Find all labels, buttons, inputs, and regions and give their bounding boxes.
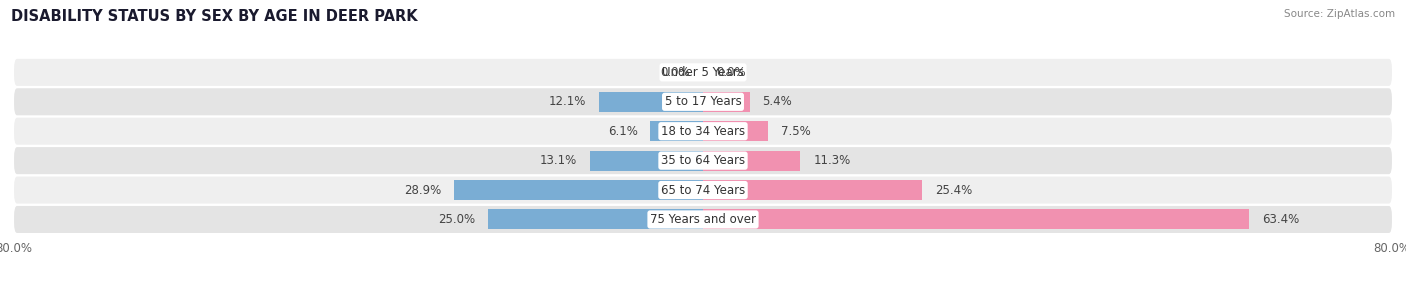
- Bar: [591, 150, 703, 171]
- Text: Under 5 Years: Under 5 Years: [662, 66, 744, 79]
- FancyBboxPatch shape: [14, 206, 1392, 233]
- Text: 13.1%: 13.1%: [540, 154, 578, 167]
- Bar: [454, 180, 703, 200]
- Bar: [703, 150, 800, 171]
- Bar: [703, 209, 1249, 230]
- Text: 11.3%: 11.3%: [813, 154, 851, 167]
- Text: 0.0%: 0.0%: [661, 66, 690, 79]
- Text: 12.1%: 12.1%: [548, 95, 586, 108]
- Text: 75 Years and over: 75 Years and over: [650, 213, 756, 226]
- Text: 7.5%: 7.5%: [780, 125, 810, 138]
- FancyBboxPatch shape: [14, 88, 1392, 115]
- FancyBboxPatch shape: [14, 59, 1392, 86]
- Bar: [703, 92, 749, 112]
- Bar: [651, 121, 703, 141]
- Bar: [599, 92, 703, 112]
- Text: 25.4%: 25.4%: [935, 184, 972, 197]
- Text: DISABILITY STATUS BY SEX BY AGE IN DEER PARK: DISABILITY STATUS BY SEX BY AGE IN DEER …: [11, 9, 418, 24]
- Text: 5 to 17 Years: 5 to 17 Years: [665, 95, 741, 108]
- Text: 28.9%: 28.9%: [404, 184, 441, 197]
- Text: 25.0%: 25.0%: [437, 213, 475, 226]
- FancyBboxPatch shape: [14, 147, 1392, 174]
- Bar: [703, 121, 768, 141]
- Text: 63.4%: 63.4%: [1263, 213, 1299, 226]
- Bar: [703, 180, 922, 200]
- Text: 65 to 74 Years: 65 to 74 Years: [661, 184, 745, 197]
- Text: 18 to 34 Years: 18 to 34 Years: [661, 125, 745, 138]
- Bar: [488, 209, 703, 230]
- Text: 5.4%: 5.4%: [762, 95, 792, 108]
- Legend: Male, Female: Male, Female: [640, 303, 766, 304]
- Text: 0.0%: 0.0%: [716, 66, 745, 79]
- Text: Source: ZipAtlas.com: Source: ZipAtlas.com: [1284, 9, 1395, 19]
- FancyBboxPatch shape: [14, 118, 1392, 145]
- Text: 35 to 64 Years: 35 to 64 Years: [661, 154, 745, 167]
- Text: 6.1%: 6.1%: [607, 125, 637, 138]
- FancyBboxPatch shape: [14, 177, 1392, 204]
